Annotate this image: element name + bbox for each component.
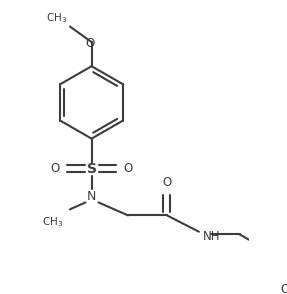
Text: CH$_3$: CH$_3$	[46, 11, 67, 25]
Text: O: O	[124, 162, 133, 175]
Text: N: N	[87, 190, 96, 203]
Text: NH: NH	[203, 230, 221, 243]
Text: CH$_3$: CH$_3$	[42, 215, 63, 229]
Text: O: O	[85, 37, 94, 50]
Text: S: S	[87, 162, 97, 176]
Text: O: O	[50, 162, 60, 175]
Text: O: O	[162, 176, 172, 190]
Text: O: O	[281, 283, 287, 294]
